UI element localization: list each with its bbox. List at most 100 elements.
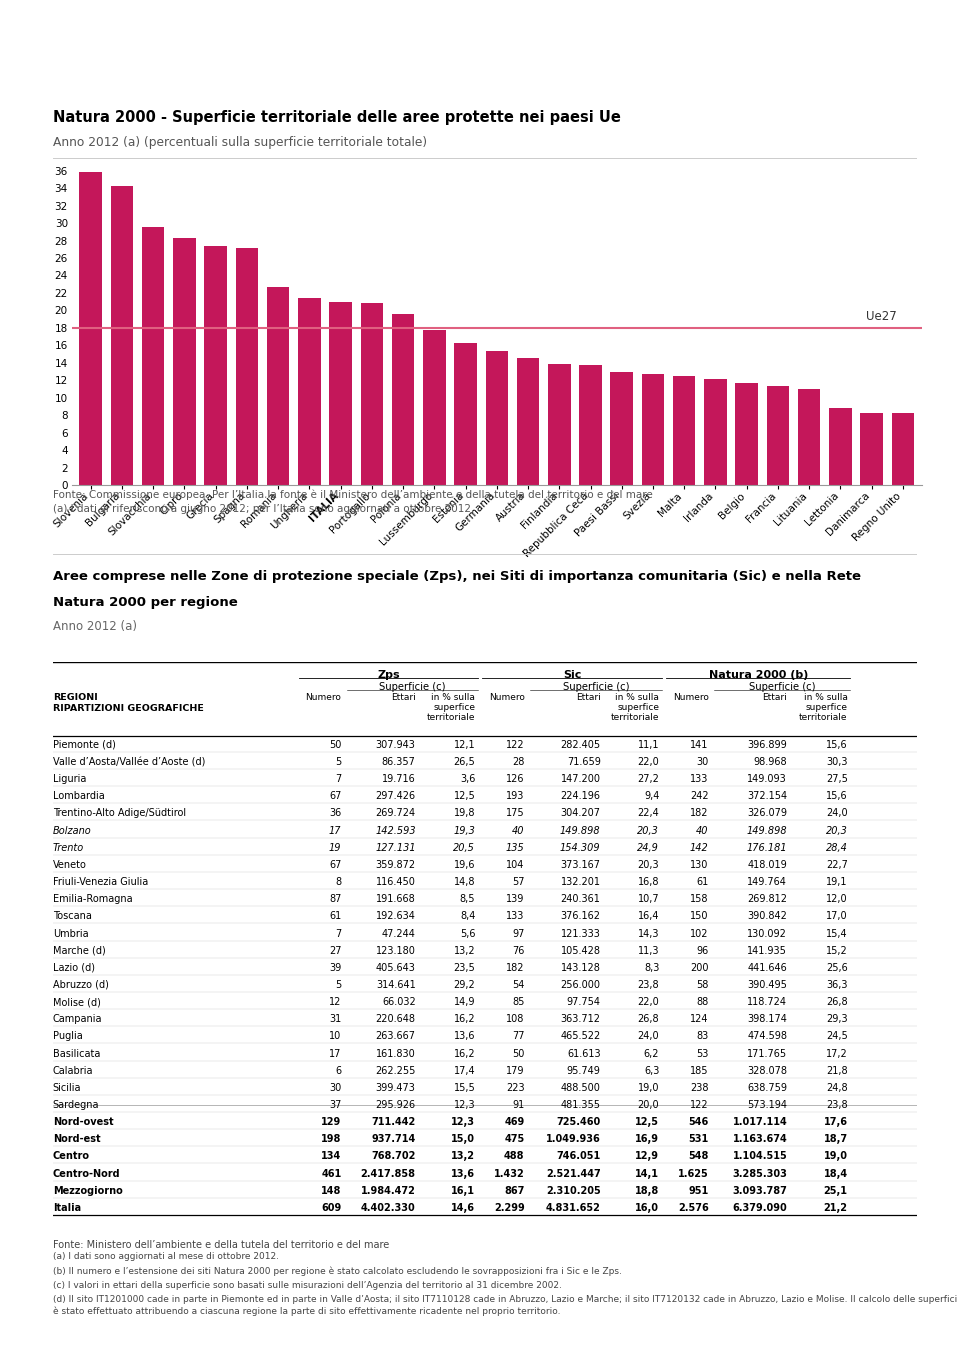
- Text: 269.812: 269.812: [747, 894, 787, 904]
- Text: Ue27: Ue27: [866, 310, 897, 324]
- Text: 10,7: 10,7: [637, 894, 660, 904]
- Bar: [486, 351, 508, 485]
- Bar: [579, 364, 602, 485]
- Text: Puglia: Puglia: [53, 1032, 83, 1041]
- Text: 16,0: 16,0: [636, 1202, 660, 1213]
- Text: territorio: territorio: [728, 32, 936, 74]
- Text: Sicilia: Sicilia: [53, 1083, 82, 1093]
- Text: 171.765: 171.765: [747, 1048, 787, 1059]
- Bar: [767, 386, 789, 485]
- Text: Veneto: Veneto: [53, 860, 86, 869]
- Text: Numero: Numero: [489, 693, 524, 701]
- Text: Ettari: Ettari: [576, 693, 601, 701]
- Text: 328.078: 328.078: [747, 1066, 787, 1075]
- Text: 17,0: 17,0: [826, 911, 848, 921]
- Bar: [516, 359, 540, 485]
- Text: 12,1: 12,1: [454, 739, 475, 750]
- Text: REGIONI
RIPARTIZIONI GEOGRAFICHE: REGIONI RIPARTIZIONI GEOGRAFICHE: [53, 693, 204, 712]
- Text: 127.131: 127.131: [375, 842, 416, 853]
- Text: Natura 2000 (b): Natura 2000 (b): [708, 670, 808, 680]
- Text: 96: 96: [696, 945, 708, 956]
- Text: 372.154: 372.154: [747, 791, 787, 802]
- Text: 19: 19: [329, 842, 342, 853]
- Text: 25,6: 25,6: [826, 963, 848, 972]
- Text: Anno 2012 (a) (percentuali sulla superficie territoriale totale): Anno 2012 (a) (percentuali sulla superfi…: [53, 135, 427, 149]
- Text: 19,1: 19,1: [827, 877, 848, 887]
- Text: 240.361: 240.361: [561, 894, 601, 904]
- Text: 22,0: 22,0: [637, 997, 660, 1007]
- Text: 97.754: 97.754: [566, 997, 601, 1007]
- Text: 61: 61: [329, 911, 342, 921]
- Text: 133: 133: [506, 911, 524, 921]
- Text: 11,3: 11,3: [637, 945, 660, 956]
- Text: 725.460: 725.460: [557, 1117, 601, 1127]
- Text: Superficie (c): Superficie (c): [379, 682, 445, 692]
- Text: 77: 77: [512, 1032, 524, 1041]
- Text: 376.162: 376.162: [561, 911, 601, 921]
- Text: 17,2: 17,2: [826, 1048, 848, 1059]
- Text: 142.593: 142.593: [375, 826, 416, 835]
- Text: 182: 182: [690, 808, 708, 818]
- Bar: [267, 287, 289, 485]
- Text: 263.667: 263.667: [375, 1032, 416, 1041]
- Bar: [392, 314, 415, 485]
- Text: 30: 30: [329, 1083, 342, 1093]
- Text: 5: 5: [335, 757, 342, 768]
- Text: 191.668: 191.668: [376, 894, 416, 904]
- Text: 488.500: 488.500: [561, 1083, 601, 1093]
- Text: 474.598: 474.598: [747, 1032, 787, 1041]
- Text: 23,8: 23,8: [637, 980, 660, 990]
- Bar: [329, 302, 352, 485]
- Text: 143.128: 143.128: [561, 963, 601, 972]
- Text: 475: 475: [504, 1135, 524, 1144]
- Text: 161.830: 161.830: [376, 1048, 416, 1059]
- Text: 24,5: 24,5: [826, 1032, 848, 1041]
- Text: 768.702: 768.702: [372, 1151, 416, 1162]
- Text: 130.092: 130.092: [747, 929, 787, 938]
- Text: 149.764: 149.764: [747, 877, 787, 887]
- Text: 13,2: 13,2: [451, 1151, 475, 1162]
- Text: 26,8: 26,8: [637, 1014, 660, 1024]
- Text: 98.968: 98.968: [754, 757, 787, 768]
- Text: 30: 30: [696, 757, 708, 768]
- Text: 37: 37: [329, 1099, 342, 1110]
- Text: 21,2: 21,2: [824, 1202, 848, 1213]
- Text: 116.450: 116.450: [375, 877, 416, 887]
- Text: 363.712: 363.712: [561, 1014, 601, 1024]
- Text: 28: 28: [513, 757, 524, 768]
- Text: 126: 126: [506, 774, 524, 784]
- Text: 3.093.787: 3.093.787: [732, 1186, 787, 1196]
- Text: in % sulla
superfice
territoriale: in % sulla superfice territoriale: [611, 693, 660, 722]
- Text: Sardegna: Sardegna: [53, 1099, 99, 1110]
- Text: 20,3: 20,3: [826, 826, 848, 835]
- Text: 182: 182: [506, 963, 524, 972]
- Text: 154.309: 154.309: [560, 842, 601, 853]
- Text: Piemonte (d): Piemonte (d): [53, 739, 115, 750]
- Text: 24,8: 24,8: [826, 1083, 848, 1093]
- Text: Mezzogiorno: Mezzogiorno: [53, 1186, 123, 1196]
- Text: 192.634: 192.634: [375, 911, 416, 921]
- Text: 14,8: 14,8: [454, 877, 475, 887]
- Text: 141: 141: [690, 739, 708, 750]
- Text: 1.163.674: 1.163.674: [732, 1135, 787, 1144]
- Text: 573.194: 573.194: [747, 1099, 787, 1110]
- Text: 36,3: 36,3: [827, 980, 848, 990]
- Text: 193: 193: [506, 791, 524, 802]
- Text: Nord-ovest: Nord-ovest: [53, 1117, 113, 1127]
- Text: 91: 91: [513, 1099, 524, 1110]
- Text: 307.943: 307.943: [375, 739, 416, 750]
- Text: 441.646: 441.646: [748, 963, 787, 972]
- Text: 71.659: 71.659: [566, 757, 601, 768]
- Text: 242: 242: [690, 791, 708, 802]
- Text: 66.032: 66.032: [382, 997, 416, 1007]
- Text: 67: 67: [329, 860, 342, 869]
- Text: 14,3: 14,3: [637, 929, 660, 938]
- Text: Centro-Nord: Centro-Nord: [53, 1169, 120, 1178]
- Text: 124: 124: [690, 1014, 708, 1024]
- Text: 17,4: 17,4: [454, 1066, 475, 1075]
- Text: Fonte: Commissione europea. Per l’Italia la fonte è il Ministero dell’ambiente e: Fonte: Commissione europea. Per l’Italia…: [53, 490, 653, 515]
- Text: 256.000: 256.000: [561, 980, 601, 990]
- Text: 27,2: 27,2: [637, 774, 660, 784]
- Text: 53: 53: [696, 1048, 708, 1059]
- Text: Zps: Zps: [377, 670, 399, 680]
